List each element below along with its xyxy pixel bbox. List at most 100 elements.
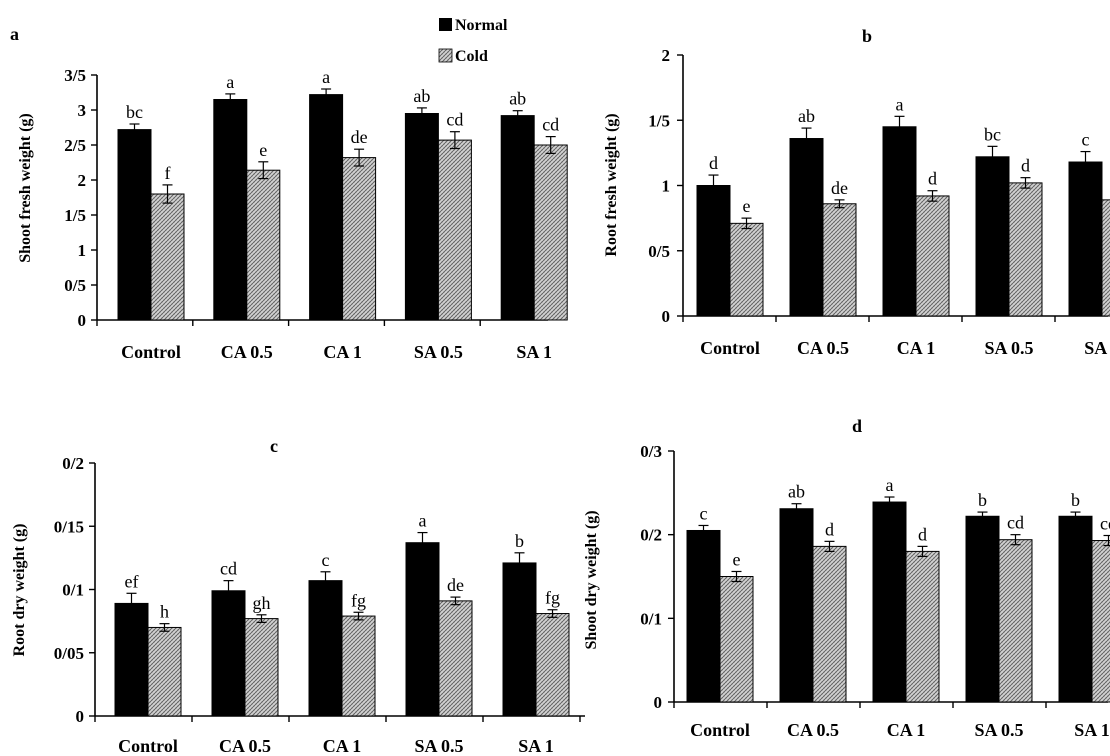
y-tick-label: 0/05 xyxy=(54,644,84,663)
bar-cold xyxy=(246,169,281,321)
legend-swatch-normal xyxy=(439,18,452,31)
x-category-label: CA 0.5 xyxy=(797,338,849,358)
y-tick-label: 1 xyxy=(78,241,87,260)
bar-normal xyxy=(686,529,721,703)
panel-c-ylabel: Root dry weight (g) xyxy=(11,524,28,657)
x-category-label: SA 1 xyxy=(1074,720,1110,740)
x-category-label: SA 1 xyxy=(1084,338,1110,358)
x-category-label: SA 1 xyxy=(516,342,552,362)
significance-label: b xyxy=(1071,490,1080,510)
x-category-label: SA 0.5 xyxy=(984,338,1033,358)
x-category-label: CA 0.5 xyxy=(787,720,839,740)
significance-label: ab xyxy=(798,106,815,126)
significance-label: ab xyxy=(413,86,430,106)
bar-normal xyxy=(1068,161,1103,317)
significance-label: cd xyxy=(220,559,237,579)
x-category-label: SA 0.5 xyxy=(414,342,463,362)
bar-normal xyxy=(308,580,343,717)
bar-cold xyxy=(341,615,376,717)
significance-label: cd xyxy=(542,115,559,135)
bar-normal xyxy=(696,185,731,317)
bar-cold xyxy=(729,222,764,317)
bar-cold xyxy=(812,545,847,703)
significance-label: h xyxy=(160,602,169,622)
bar-normal xyxy=(502,562,537,717)
significance-label: e xyxy=(743,196,751,216)
significance-label: a xyxy=(896,94,904,114)
x-category-label: CA 1 xyxy=(887,720,926,740)
significance-label: c xyxy=(322,550,330,570)
x-category-label: CA 1 xyxy=(323,736,362,756)
y-tick-label: 0/5 xyxy=(64,276,86,295)
bar-normal xyxy=(789,138,824,317)
bar-cold xyxy=(244,618,279,717)
bar-normal xyxy=(882,126,917,317)
legend-swatch-cold xyxy=(438,48,453,63)
x-category-label: Control xyxy=(118,736,178,756)
significance-label: cd xyxy=(1100,514,1110,534)
y-tick-label: 3/5 xyxy=(64,66,86,85)
significance-label: b xyxy=(978,490,987,510)
y-tick-label: 0 xyxy=(654,693,663,712)
x-category-label: CA 1 xyxy=(897,338,936,358)
x-category-label: Control xyxy=(690,720,750,740)
bar-cold xyxy=(147,626,182,717)
x-category-label: Control xyxy=(700,338,760,358)
bar-cold xyxy=(1101,199,1110,317)
x-category-label: SA 0.5 xyxy=(974,720,1023,740)
panel-b-ylabel: Root fresh weight (g) xyxy=(603,113,620,256)
significance-label: e xyxy=(259,140,267,160)
y-tick-label: 2/5 xyxy=(64,136,86,155)
significance-label: a xyxy=(226,72,234,92)
legend: Normal Cold xyxy=(438,17,508,65)
significance-label: d xyxy=(1021,156,1030,176)
y-tick-label: 0/1 xyxy=(640,609,662,628)
bar-normal xyxy=(117,129,152,321)
legend-label-cold: Cold xyxy=(455,48,488,65)
bar-cold xyxy=(150,193,185,321)
bar-cold xyxy=(905,550,940,703)
significance-label: cd xyxy=(446,110,463,130)
significance-label: c xyxy=(1082,130,1090,150)
panel-letter-a: a xyxy=(10,24,19,44)
y-tick-label: 0/2 xyxy=(62,454,84,473)
panel-letter-b: b xyxy=(862,26,872,46)
significance-label: ef xyxy=(125,571,139,591)
y-tick-label: 1/5 xyxy=(64,206,86,225)
significance-label: de xyxy=(831,178,848,198)
panel-a-ylabel: Shoot fresh weight (g) xyxy=(17,113,34,262)
y-tick-label: 1/5 xyxy=(648,111,670,130)
y-tick-label: 0 xyxy=(662,307,671,326)
y-tick-label: 0 xyxy=(76,707,85,726)
significance-label: ab xyxy=(788,482,805,502)
y-tick-label: 0/5 xyxy=(648,242,670,261)
significance-label: d xyxy=(825,519,834,539)
significance-label: a xyxy=(322,67,330,87)
significance-label: e xyxy=(733,549,741,569)
bar-normal xyxy=(872,501,907,703)
x-category-label: SA 1 xyxy=(518,736,554,756)
panel-d-ylabel: Shoot dry weight (g) xyxy=(583,510,600,649)
bar-cold xyxy=(342,157,377,321)
y-tick-label: 2 xyxy=(78,171,87,190)
x-category-label: CA 0.5 xyxy=(219,736,271,756)
bar-normal xyxy=(404,113,439,321)
bar-cold xyxy=(719,576,754,703)
significance-label: gh xyxy=(253,593,271,613)
bar-normal xyxy=(213,99,248,321)
panel-letter-d: d xyxy=(852,416,862,436)
y-tick-label: 3 xyxy=(78,101,87,120)
bar-cold xyxy=(822,203,857,317)
significance-label: fg xyxy=(351,590,366,610)
y-tick-label: 0/15 xyxy=(54,517,84,536)
bar-cold xyxy=(915,195,950,317)
bar-cold xyxy=(533,144,568,321)
significance-label: d xyxy=(918,524,927,544)
bar-normal xyxy=(211,590,246,717)
significance-label: d xyxy=(928,169,937,189)
bar-cold xyxy=(437,139,472,321)
significance-label: a xyxy=(886,475,894,495)
